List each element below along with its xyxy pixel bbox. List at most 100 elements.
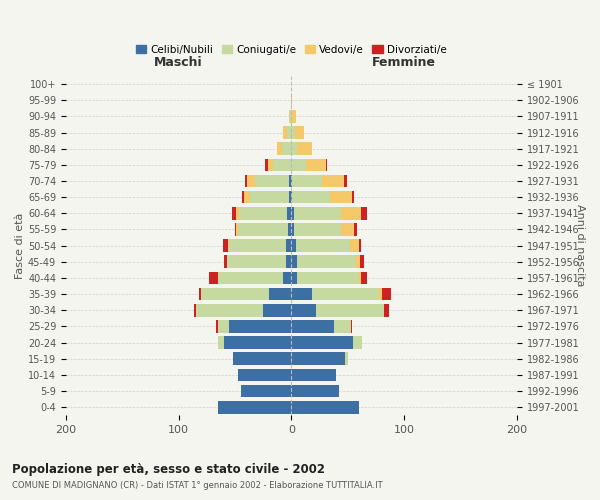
Bar [286, 240, 292, 252]
Bar [239, 207, 287, 220]
Bar [235, 223, 236, 236]
Bar [361, 272, 367, 284]
Bar [292, 223, 293, 236]
Bar [296, 240, 350, 252]
Bar [218, 336, 224, 349]
Bar [289, 191, 292, 203]
Bar [292, 304, 316, 316]
Bar [201, 288, 269, 300]
Bar [241, 384, 292, 398]
Bar [341, 207, 361, 220]
Bar [311, 288, 379, 300]
Bar [295, 126, 304, 139]
Bar [292, 336, 353, 349]
Bar [353, 336, 362, 349]
Bar [359, 240, 361, 252]
Text: Maschi: Maschi [154, 56, 203, 69]
Bar [229, 240, 286, 252]
Bar [288, 223, 292, 236]
Bar [232, 207, 236, 220]
Bar [384, 304, 389, 316]
Bar [287, 126, 292, 139]
Bar [297, 142, 311, 155]
Bar [283, 126, 287, 139]
Bar [379, 288, 382, 300]
Bar [238, 223, 288, 236]
Bar [286, 256, 292, 268]
Bar [269, 288, 292, 300]
Bar [359, 272, 361, 284]
Bar [274, 158, 292, 171]
Bar [351, 320, 352, 332]
Bar [297, 272, 359, 284]
Text: Popolazione per età, sesso e stato civile - 2002: Popolazione per età, sesso e stato civil… [12, 462, 325, 475]
Bar [209, 272, 218, 284]
Bar [344, 174, 347, 188]
Bar [227, 256, 286, 268]
Bar [242, 191, 244, 203]
Bar [290, 110, 292, 122]
Bar [287, 207, 292, 220]
Bar [346, 352, 348, 365]
Y-axis label: Fasce di età: Fasce di età [15, 212, 25, 279]
Bar [350, 240, 359, 252]
Bar [199, 288, 201, 300]
Bar [292, 256, 297, 268]
Bar [292, 352, 346, 365]
Bar [224, 336, 292, 349]
Bar [292, 110, 296, 122]
Bar [194, 304, 196, 316]
Bar [255, 174, 289, 188]
Bar [292, 191, 329, 203]
Bar [292, 384, 339, 398]
Bar [223, 240, 228, 252]
Bar [292, 240, 296, 252]
Bar [218, 320, 229, 332]
Bar [233, 352, 292, 365]
Bar [236, 207, 239, 220]
Bar [322, 174, 344, 188]
Text: Femmine: Femmine [372, 56, 436, 69]
Bar [360, 256, 364, 268]
Bar [306, 158, 326, 171]
Bar [289, 110, 290, 122]
Bar [316, 304, 384, 316]
Bar [341, 223, 355, 236]
Bar [297, 256, 356, 268]
Bar [292, 158, 306, 171]
Bar [292, 288, 311, 300]
Bar [326, 158, 328, 171]
Bar [229, 320, 292, 332]
Bar [245, 174, 247, 188]
Bar [218, 401, 292, 413]
Bar [224, 256, 227, 268]
Bar [356, 256, 360, 268]
Text: COMUNE DI MADIGNANO (CR) - Dati ISTAT 1° gennaio 2002 - Elaborazione TUTTITALIA.: COMUNE DI MADIGNANO (CR) - Dati ISTAT 1°… [12, 481, 383, 490]
Bar [196, 304, 263, 316]
Bar [216, 320, 218, 332]
Bar [236, 223, 238, 236]
Bar [218, 272, 283, 284]
Bar [334, 320, 351, 332]
Bar [293, 223, 341, 236]
Bar [283, 142, 292, 155]
Bar [292, 207, 293, 220]
Bar [292, 401, 359, 413]
Bar [263, 304, 292, 316]
Bar [238, 368, 292, 381]
Bar [247, 174, 255, 188]
Y-axis label: Anni di nascita: Anni di nascita [575, 204, 585, 287]
Bar [289, 174, 292, 188]
Bar [355, 223, 357, 236]
Bar [329, 191, 352, 203]
Bar [277, 142, 283, 155]
Bar [352, 191, 355, 203]
Bar [283, 272, 292, 284]
Bar [292, 320, 334, 332]
Bar [244, 191, 250, 203]
Bar [292, 174, 322, 188]
Bar [292, 368, 337, 381]
Bar [265, 158, 268, 171]
Bar [292, 126, 295, 139]
Legend: Celibi/Nubili, Coniugati/e, Vedovi/e, Divorziati/e: Celibi/Nubili, Coniugati/e, Vedovi/e, Di… [132, 40, 451, 59]
